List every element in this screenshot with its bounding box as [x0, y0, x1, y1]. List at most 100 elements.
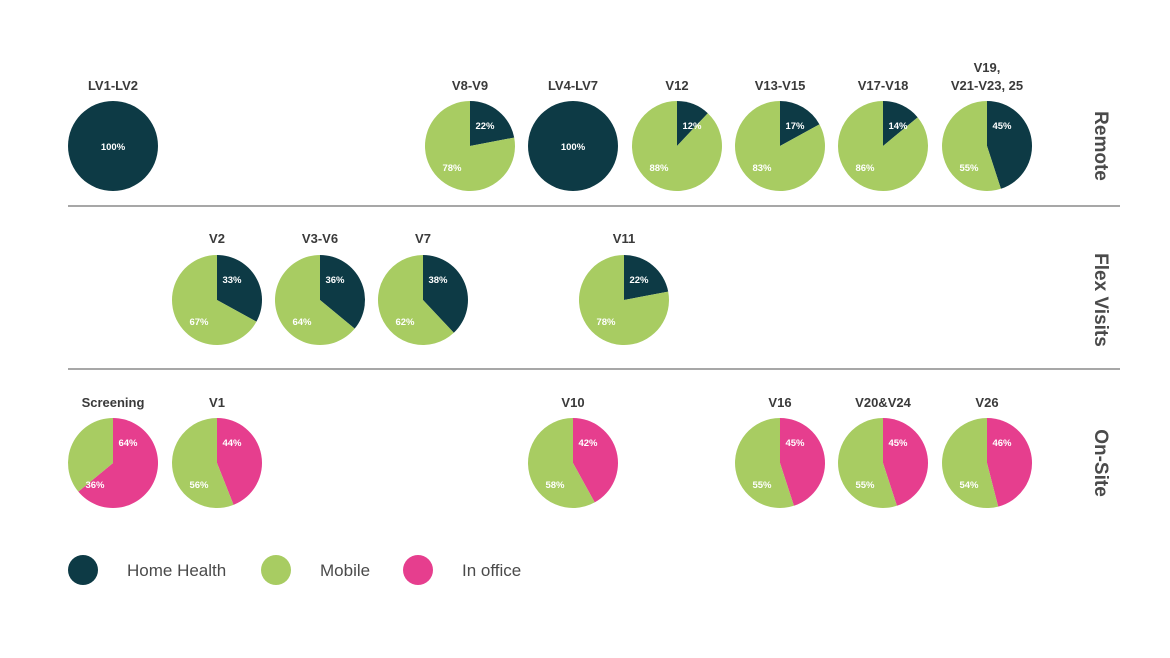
pie-v16: V16 45% 55%	[735, 395, 826, 508]
legend-item-mobile: Mobile	[261, 555, 370, 585]
pie-slice-in-office	[78, 418, 159, 508]
legend-item-home-health: Home Health	[68, 555, 226, 585]
pie-v17-v18: V17-V18 14% 86%	[837, 78, 928, 192]
pie-slice-label: 45%	[888, 438, 908, 449]
legend-item-in-office: In office	[403, 555, 521, 585]
pie-slice-in-office	[780, 418, 826, 506]
pie-slice-label: 46%	[992, 438, 1012, 449]
pie-slice-label: 55%	[959, 163, 979, 174]
pie-slice-label: 36%	[325, 275, 345, 286]
pie-slice-mobile	[735, 418, 794, 508]
pie-slice-mobile	[631, 101, 722, 192]
pie-title: V17-V18	[858, 78, 909, 93]
pie-slice-home-health	[624, 255, 669, 300]
pie-slice-mobile	[171, 255, 257, 345]
pie-slice-label: 22%	[629, 275, 649, 286]
pie-title: V11	[613, 231, 635, 246]
pie-slice-label: 78%	[596, 317, 616, 328]
pie-v3-v6: V3-V6 36% 64%	[274, 231, 365, 345]
pie-slice-label: 55%	[752, 480, 772, 491]
pie-lv4-lv7: LV4-LV7 100%	[528, 78, 618, 191]
pie-slice-home-health	[677, 101, 708, 146]
pie-slice-label: 36%	[85, 480, 105, 491]
pie-slice-mobile	[274, 255, 355, 345]
pie-slice-label: 58%	[545, 480, 565, 491]
legend-swatch	[261, 555, 291, 585]
pie-v2: V2 33% 67%	[171, 231, 262, 345]
pie-slice-in-office	[573, 418, 618, 503]
pie-slice-label: 62%	[395, 317, 415, 328]
pie-slice-mobile	[734, 101, 825, 192]
pie-slice-label: 42%	[578, 438, 598, 449]
pie-slice-home-health	[780, 101, 820, 146]
pie-slice-home-health	[68, 101, 158, 191]
pie-slice-label: 83%	[752, 163, 772, 174]
pie-v7: V7 38% 62%	[377, 231, 468, 346]
pie-slice-home-health	[217, 255, 262, 322]
pie-v1: V1 44% 56%	[172, 395, 263, 508]
pie-slice-label: 45%	[785, 438, 805, 449]
pie-v10: V10 42% 58%	[527, 395, 618, 508]
legend-label: In office	[462, 561, 521, 580]
pie-title: V8-V9	[452, 78, 488, 93]
pie-slice-label: 33%	[222, 275, 242, 286]
pie-slice-in-office	[987, 418, 1033, 507]
pie-title: Screening	[82, 395, 145, 410]
legend-label: Mobile	[320, 561, 370, 580]
pie-slice-label: 86%	[855, 163, 875, 174]
row-dividers	[68, 205, 1120, 370]
pie-title: V10	[561, 395, 584, 410]
row-label-flex-visits: Flex Visits	[1090, 253, 1111, 347]
pie-slice-home-health	[987, 101, 1033, 189]
row-label-remote: Remote	[1090, 111, 1111, 181]
pie-title: V26	[975, 395, 998, 410]
pie-title: LV1-LV2	[88, 78, 138, 93]
pie-slice-label: 12%	[682, 121, 702, 132]
pie-v20-v24: V20&V24 45% 55%	[838, 395, 929, 508]
pie-slice-mobile	[942, 418, 999, 508]
pie-slice-mobile	[377, 255, 454, 346]
pie-slice-label: 22%	[475, 121, 495, 132]
pie-slice-label: 64%	[292, 317, 312, 328]
pie-title: V19,	[974, 60, 1001, 75]
pie-slice-in-office	[883, 417, 929, 506]
pie-slice-mobile	[424, 101, 515, 191]
pie-slice-mobile	[172, 418, 234, 508]
pie-slice-label: 56%	[189, 480, 209, 491]
pie-title: V21-V23, 25	[951, 78, 1023, 93]
pie-slice-label: 100%	[101, 142, 126, 153]
pie-title: V3-V6	[302, 231, 338, 246]
legend: Home Health Mobile In office	[68, 555, 521, 585]
pie-v19-v21-v23-25: V19, V21-V23, 25 45% 55%	[942, 60, 1033, 191]
pie-slice-home-health	[470, 101, 515, 146]
pie-v12: V12 12% 88%	[631, 78, 722, 192]
pie-slice-mobile	[578, 255, 669, 345]
pie-slice-label: 100%	[561, 142, 586, 153]
row-label-on-site: On-Site	[1090, 429, 1111, 497]
pie-slice-label: 54%	[959, 480, 979, 491]
pies-layer: LV1-LV2 100% V8-V9 22% 78% LV4-LV7 100% V12 12% 8…	[68, 60, 1033, 508]
pie-slice-label: 55%	[855, 480, 875, 491]
pie-slice-home-health	[528, 101, 618, 191]
pie-slice-mobile	[942, 101, 1001, 191]
pie-slice-mobile	[837, 100, 928, 192]
pie-slice-mobile	[527, 418, 595, 508]
pie-slice-label: 45%	[992, 121, 1012, 132]
legend-label: Home Health	[127, 561, 226, 580]
row-labels: Remote Flex Visits On-Site	[1090, 111, 1111, 497]
pie-title: LV4-LV7	[548, 78, 598, 93]
pie-title: V12	[665, 78, 688, 93]
legend-swatch	[68, 555, 98, 585]
pie-title: V1	[209, 395, 225, 410]
pie-slice-label: 17%	[785, 121, 805, 132]
pie-slice-home-health	[423, 255, 468, 333]
pie-slice-label: 14%	[888, 121, 908, 132]
pie-slice-mobile	[68, 418, 113, 492]
pie-slice-home-health	[883, 101, 918, 146]
pie-slice-home-health	[320, 255, 365, 329]
pie-title: V16	[768, 395, 791, 410]
pie-slice-label: 38%	[428, 275, 448, 286]
pie-slice-mobile	[838, 418, 897, 508]
pie-v13-v15: V13-V15 17% 83%	[734, 78, 825, 192]
pie-lv1-lv2: LV1-LV2 100%	[68, 78, 158, 191]
